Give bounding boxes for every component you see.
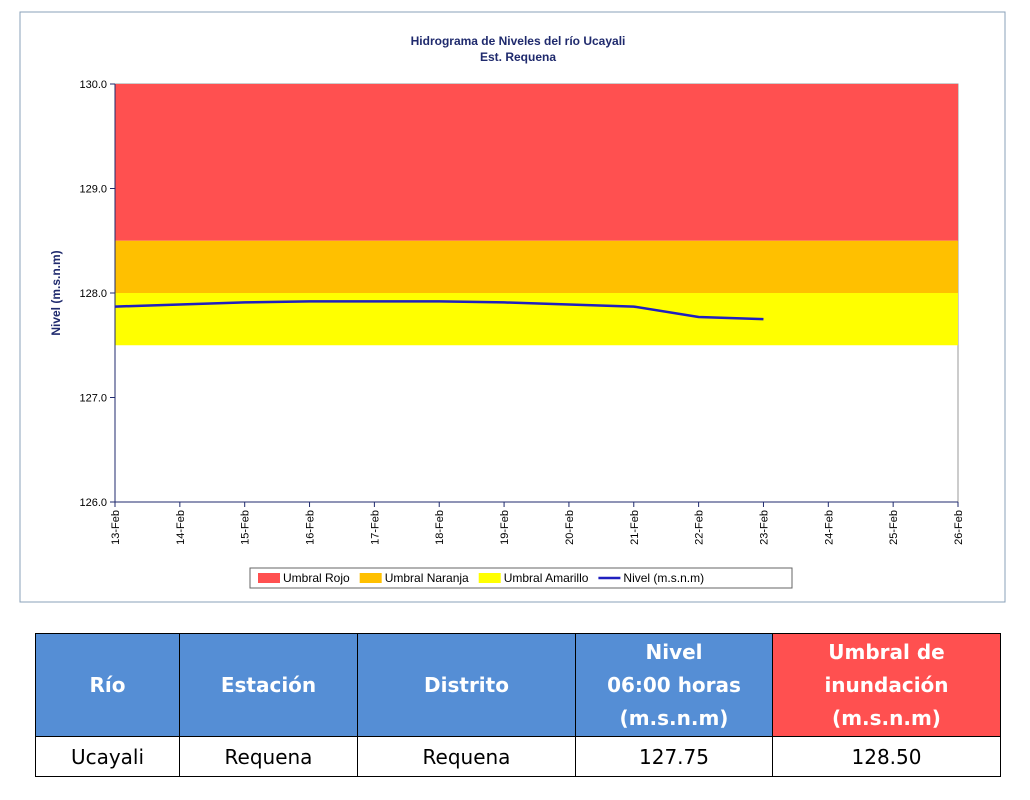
header-cell: Distrito [357,633,576,737]
y-tick-label: 127.0 [79,393,107,405]
header-text: 06:00 horas [607,672,741,697]
header-cell: Río [35,633,180,737]
x-tick-label: 26-Feb [953,510,965,545]
x-tick-label: 15-Feb [240,510,252,545]
header-text: (m.s.n.m) [619,705,729,730]
x-tick-label: 21-Feb [629,510,641,545]
header-text: Nivel [645,639,703,664]
summary-table: Río Estación Distrito Nivel 06:00 horas (m.s.… [35,633,1001,777]
legend-label: Umbral Rojo [283,571,350,585]
header-text: inundación [824,672,949,697]
x-tick-label: 23-Feb [758,510,770,545]
header-text: Río [89,672,126,697]
header-text: (m.s.n.m) [832,705,941,730]
chart: Hidrograma de Niveles del río Ucayali Es… [19,11,1006,603]
legend-frame [249,567,793,589]
data-cell: Ucayali [35,736,180,777]
legend: Umbral Rojo Umbral Naranja Umbral Amarillo… [249,567,793,589]
y-tick-label: 128.0 [79,288,107,300]
data-cell: Requena [357,736,576,777]
threshold-band [115,240,958,293]
data-cell: 127.75 [575,736,773,777]
x-tick-label: 18-Feb [434,510,446,545]
data-cell: Requena [179,736,358,777]
x-tick-label: 16-Feb [305,510,317,545]
y-tick-label: 130.0 [79,79,107,91]
chart-title: Hidrograma de Niveles del río Ucayali [411,34,626,48]
y-tick-label: 126.0 [79,497,107,509]
level-line [114,300,764,321]
legend-label: Umbral Naranja [385,571,469,585]
header-cell: Estación [179,633,358,737]
y-tick-label: 129.0 [79,184,107,196]
header-cell: Umbral de inundación (m.s.n.m) [772,633,1001,737]
header-row: Río Estación Distrito Nivel 06:00 horas (m.s.… [35,633,1001,737]
threshold-band [115,84,958,241]
legend-swatch [258,573,280,583]
data-row: Ucayali Requena Requena 127.75 128.50 [35,736,1001,777]
x-tick-label: 17-Feb [369,510,381,545]
header-cell: Nivel 06:00 horas (m.s.n.m) [575,633,773,737]
x-tick-label: 24-Feb [823,510,835,545]
data-cell: 128.50 [772,736,1001,777]
chart-subtitle: Est. Requena [480,50,556,64]
legend-label: Umbral Amarillo [504,571,589,585]
header-text: Estación [220,672,317,697]
threshold-band [115,293,958,346]
x-tick-label: 13-Feb [110,510,122,545]
x-tick-label: 20-Feb [564,510,576,545]
x-tick-label: 22-Feb [694,510,706,545]
header-text: Umbral de [828,639,945,664]
legend-swatch [359,573,382,583]
x-tick-label: 19-Feb [499,510,511,545]
header-text: Distrito [424,672,509,697]
legend-swatch [478,573,501,583]
x-tick-label: 25-Feb [888,510,900,545]
legend-label: Nivel (m.s.n.m) [623,571,704,585]
x-tick-label: 14-Feb [175,510,187,545]
y-axis-label: Nivel (m.s.n.m) [49,250,63,335]
